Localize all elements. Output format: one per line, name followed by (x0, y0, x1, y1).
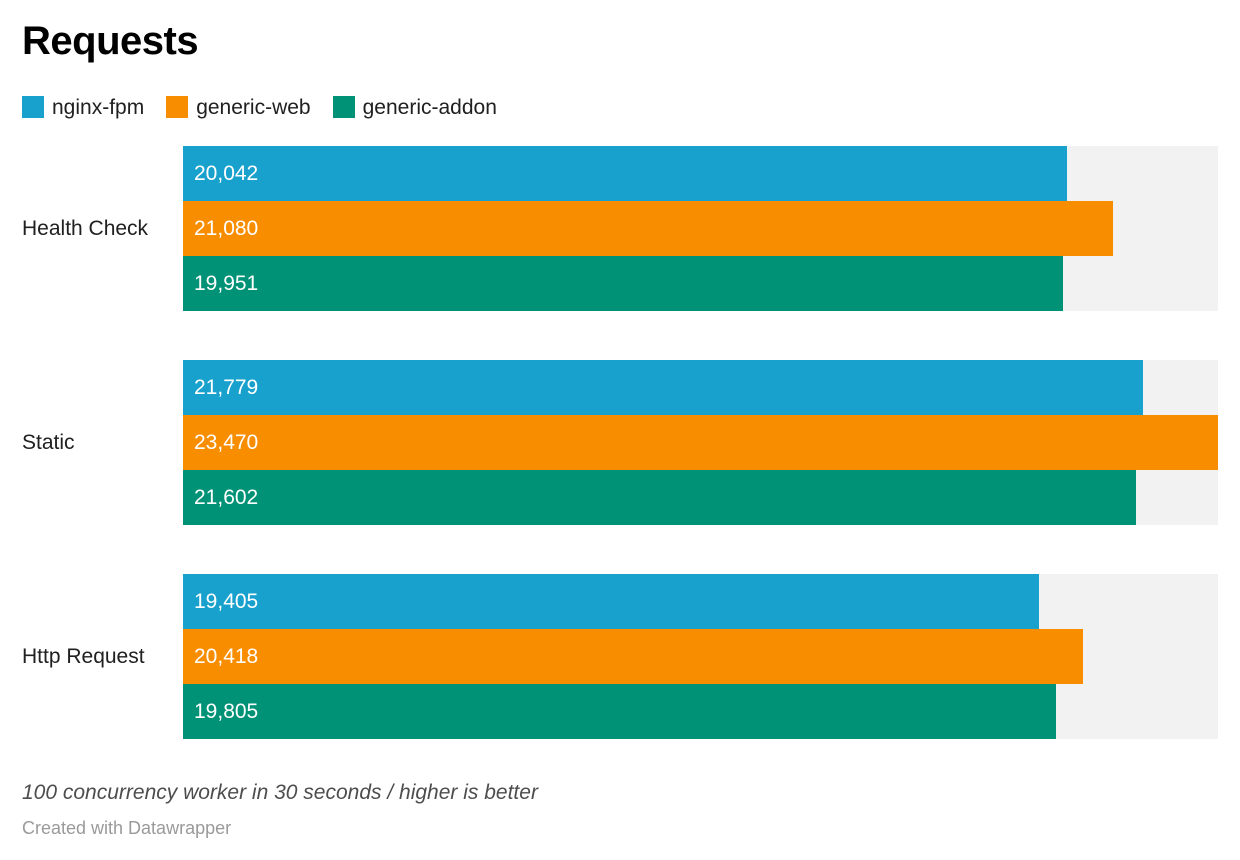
bar-track: 23,470 (183, 415, 1218, 470)
bar-track: 20,042 (183, 146, 1218, 201)
value-label: 19,951 (194, 271, 259, 295)
legend-item-generic-web: generic-web (166, 95, 311, 119)
value-label: 20,042 (194, 161, 259, 185)
legend-label: nginx-fpm (52, 95, 145, 119)
bar-nginx-fpm: 19,405 (183, 574, 1039, 629)
chart-title: Requests (22, 19, 199, 63)
value-label: 21,602 (194, 485, 259, 509)
bar-rows: 21,779 23,470 21,602 (183, 360, 1218, 525)
plot-area: Health Check 20,042 21,080 19,951 Static 21,7… (22, 146, 1218, 739)
bar-track: 19,805 (183, 684, 1218, 739)
bar-generic-addon: 19,951 (183, 256, 1063, 311)
bar-rows: 19,405 20,418 19,805 (183, 574, 1218, 739)
legend-swatch-icon (166, 96, 189, 118)
bar-generic-web: 20,418 (183, 629, 1084, 684)
bar-generic-addon: 21,602 (183, 470, 1136, 525)
legend-label: generic-addon (362, 95, 497, 119)
bar-track: 21,602 (183, 470, 1218, 525)
datawrapper-chart: Requests nginx-fpm generic-web generic-add… (22, 19, 1218, 839)
value-label: 20,418 (194, 644, 259, 668)
value-label: 23,470 (194, 430, 259, 454)
legend-item-generic-addon: generic-addon (332, 95, 497, 119)
datawrapper-attribution-link[interactable]: Created with Datawrapper (22, 818, 232, 839)
category-label: Static (22, 430, 75, 454)
legend-label: generic-web (196, 95, 311, 119)
category-label: Http Request (22, 644, 145, 668)
legend: nginx-fpm generic-web generic-addon (22, 96, 1218, 118)
bar-track: 20,418 (183, 629, 1218, 684)
category-label: Health Check (22, 216, 149, 240)
legend-swatch-icon (332, 96, 355, 118)
bar-rows: 20,042 21,080 19,951 (183, 146, 1218, 311)
bar-group-static: Static 21,779 23,470 21,602 (22, 360, 1218, 525)
value-label: 21,779 (194, 375, 259, 399)
bar-nginx-fpm: 21,779 (183, 360, 1144, 415)
bar-track: 21,779 (183, 360, 1218, 415)
legend-item-nginx-fpm: nginx-fpm (22, 96, 144, 118)
bar-track: 19,405 (183, 574, 1218, 629)
value-label: 19,405 (194, 589, 259, 613)
bar-group-http-request: Http Request 19,405 20,418 19,805 (22, 574, 1218, 739)
bar-generic-web: 23,470 (183, 415, 1218, 470)
value-label: 21,080 (194, 216, 259, 240)
value-label: 19,805 (194, 699, 259, 723)
bar-generic-addon: 19,805 (183, 684, 1057, 739)
bar-group-health-check: Health Check 20,042 21,080 19,951 (22, 146, 1218, 311)
bar-generic-web: 21,080 (183, 201, 1113, 256)
bar-track: 21,080 (183, 201, 1218, 256)
chart-note: 100 concurrency worker in 30 seconds / h… (22, 781, 538, 804)
legend-swatch-icon (22, 96, 44, 118)
bar-nginx-fpm: 20,042 (183, 146, 1067, 201)
bar-track: 19,951 (183, 256, 1218, 311)
